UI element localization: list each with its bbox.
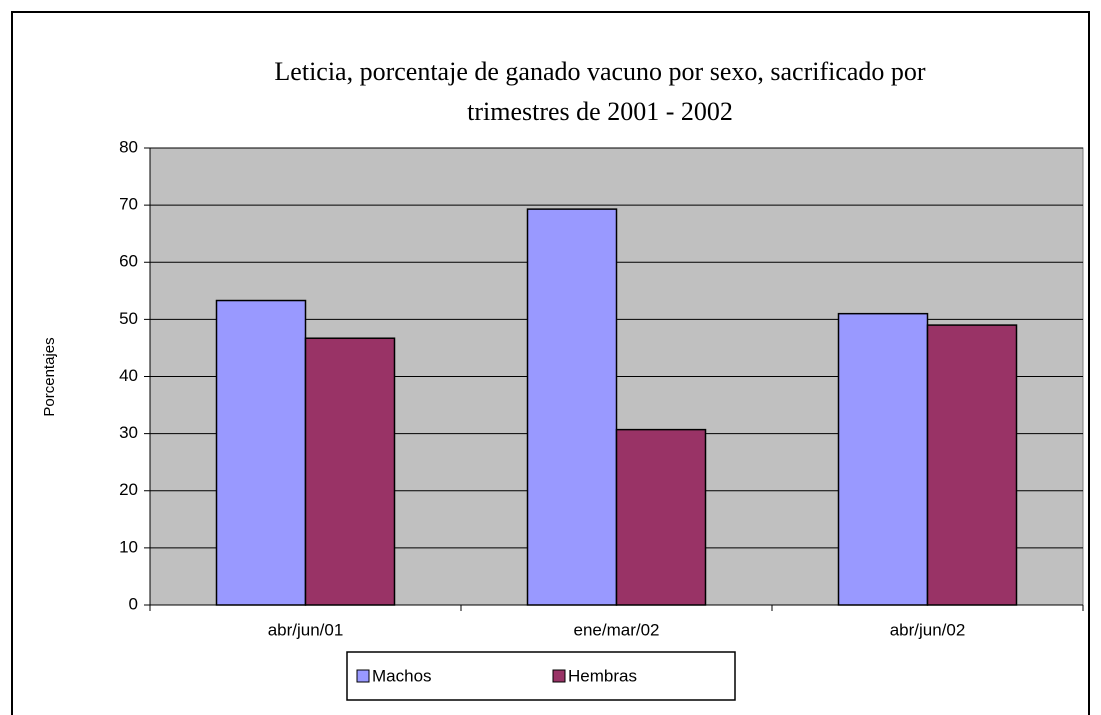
legend-label: Hembras	[568, 666, 637, 685]
x-tick-label: ene/mar/02	[574, 620, 660, 639]
bar	[526, 208, 618, 606]
x-tick-label: abr/jun/02	[890, 620, 966, 639]
x-tick-label: abr/jun/01	[268, 620, 344, 639]
y-tick-label: 0	[129, 594, 138, 613]
y-tick-label: 20	[119, 480, 138, 499]
legend-label: Machos	[372, 666, 432, 685]
bar	[215, 299, 307, 606]
bar	[926, 324, 1018, 606]
legend-swatch	[552, 669, 566, 683]
y-tick-label: 60	[119, 252, 138, 271]
y-tick-label: 50	[119, 309, 138, 328]
bar	[837, 312, 929, 606]
y-tick-label: 70	[119, 195, 138, 214]
y-tick-label: 80	[119, 137, 138, 156]
chart-border	[11, 11, 1090, 715]
y-tick-label: 40	[119, 366, 138, 385]
y-tick-label: 10	[119, 537, 138, 556]
bar	[615, 428, 707, 606]
y-tick-label: 30	[119, 423, 138, 442]
y-axis-label: Porcentajes	[41, 337, 58, 416]
chart-title: Leticia, porcentaje de ganado vacuno por…	[274, 57, 926, 126]
legend-box	[346, 651, 736, 701]
bar	[304, 337, 396, 606]
legend-swatch	[356, 669, 370, 683]
